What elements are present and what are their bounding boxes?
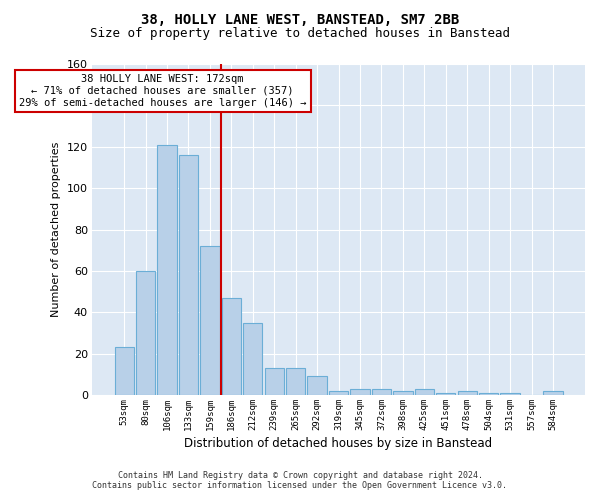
Bar xyxy=(179,155,198,395)
Bar xyxy=(479,393,498,395)
Bar xyxy=(157,144,176,395)
Bar xyxy=(393,391,413,395)
Bar xyxy=(458,391,477,395)
Bar xyxy=(200,246,220,395)
Bar xyxy=(115,348,134,395)
Bar xyxy=(436,393,455,395)
Text: 38 HOLLY LANE WEST: 172sqm
← 71% of detached houses are smaller (357)
29% of sem: 38 HOLLY LANE WEST: 172sqm ← 71% of deta… xyxy=(19,74,307,108)
Bar xyxy=(265,368,284,395)
Bar xyxy=(136,271,155,395)
Bar xyxy=(307,376,327,395)
Bar xyxy=(329,391,348,395)
Bar xyxy=(500,393,520,395)
Y-axis label: Number of detached properties: Number of detached properties xyxy=(51,142,61,317)
Text: 38, HOLLY LANE WEST, BANSTEAD, SM7 2BB: 38, HOLLY LANE WEST, BANSTEAD, SM7 2BB xyxy=(141,12,459,26)
Bar xyxy=(222,298,241,395)
Text: Size of property relative to detached houses in Banstead: Size of property relative to detached ho… xyxy=(90,28,510,40)
Text: Contains HM Land Registry data © Crown copyright and database right 2024.
Contai: Contains HM Land Registry data © Crown c… xyxy=(92,470,508,490)
Bar xyxy=(286,368,305,395)
Bar xyxy=(415,389,434,395)
X-axis label: Distribution of detached houses by size in Banstead: Distribution of detached houses by size … xyxy=(184,437,493,450)
Bar xyxy=(372,389,391,395)
Bar xyxy=(544,391,563,395)
Bar xyxy=(243,322,262,395)
Bar xyxy=(350,389,370,395)
